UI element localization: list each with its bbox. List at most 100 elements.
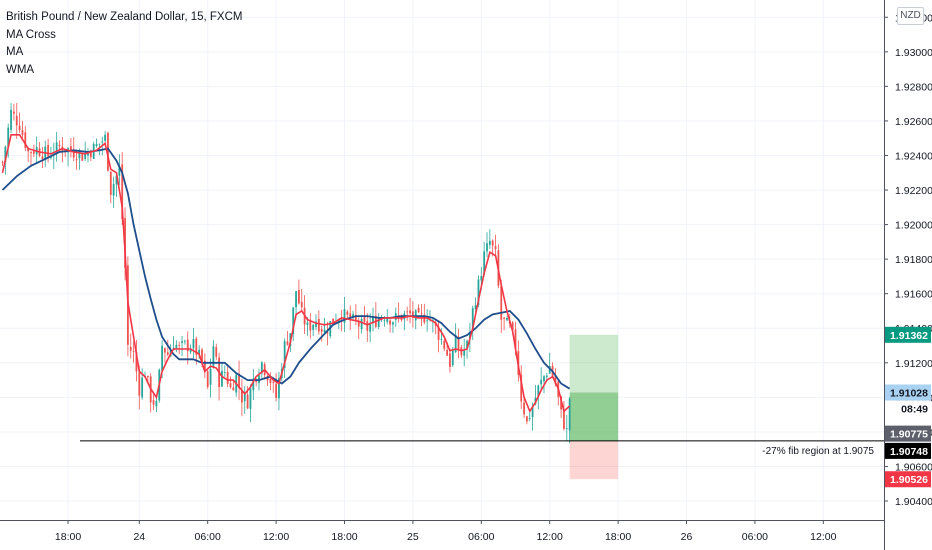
price-badge: 1.91028 bbox=[885, 384, 931, 401]
candle bbox=[300, 289, 303, 311]
candle bbox=[457, 328, 460, 359]
candle bbox=[389, 319, 391, 333]
candle-body bbox=[377, 318, 380, 328]
candle-body bbox=[226, 371, 229, 385]
price-tick-label: 1.91200 bbox=[895, 358, 932, 370]
candle-body bbox=[223, 372, 226, 373]
candle bbox=[312, 323, 315, 336]
candle bbox=[152, 391, 155, 411]
candle-body bbox=[203, 360, 206, 371]
candle-body bbox=[246, 394, 249, 409]
candle bbox=[41, 147, 44, 169]
candle bbox=[275, 373, 277, 402]
time-axis-labels: 18:00 24 06:00 12:00 18:00 25 06:00 12:00 18:00 2… bbox=[55, 520, 837, 543]
time-tick-label: 12:00 bbox=[810, 531, 836, 543]
candle-body bbox=[500, 286, 503, 320]
price-badge-label: 1.90775 bbox=[890, 429, 928, 441]
candle-body bbox=[511, 322, 514, 330]
candle-body bbox=[315, 321, 317, 328]
candle bbox=[488, 229, 491, 249]
candle-body bbox=[32, 151, 35, 154]
candle bbox=[420, 304, 423, 327]
candle-body bbox=[129, 347, 132, 351]
symbol-title[interactable]: British Pound / New Zealand Dollar, 15, … bbox=[6, 11, 243, 23]
stop-zone[interactable] bbox=[569, 440, 619, 480]
candle-body bbox=[206, 371, 209, 387]
price-tick-label: 1.92400 bbox=[895, 150, 932, 162]
candle-body bbox=[283, 341, 286, 368]
candle-body bbox=[70, 146, 72, 151]
candle-body bbox=[104, 134, 106, 141]
price-badge-label: 08:49 bbox=[901, 404, 928, 416]
candle-body bbox=[286, 341, 289, 345]
candle-body bbox=[326, 332, 329, 334]
time-tick-label: 06:00 bbox=[195, 531, 221, 543]
time-tick-label: 25 bbox=[407, 531, 419, 543]
candle-body bbox=[269, 378, 272, 383]
currency-button[interactable]: NZD bbox=[897, 7, 924, 25]
candle-body bbox=[320, 329, 323, 332]
candle-body bbox=[75, 159, 78, 161]
candle-body bbox=[471, 308, 474, 330]
indicator-wma[interactable]: WMA bbox=[6, 63, 35, 76]
candle bbox=[292, 307, 295, 342]
indicator-ma-cross[interactable]: MA Cross bbox=[6, 28, 56, 41]
candle bbox=[323, 317, 326, 334]
candle-body bbox=[366, 320, 369, 331]
candle bbox=[192, 328, 195, 359]
candle-body bbox=[260, 362, 263, 374]
candle-body bbox=[343, 309, 346, 323]
candle-body bbox=[181, 341, 183, 344]
candle bbox=[115, 174, 118, 197]
candle-body bbox=[477, 279, 480, 306]
candle-body bbox=[474, 305, 477, 310]
candle-body bbox=[238, 373, 240, 389]
price-badge: 08:49 bbox=[885, 400, 931, 417]
candle-body bbox=[317, 318, 320, 332]
candle bbox=[269, 372, 272, 391]
candle-body bbox=[135, 352, 138, 372]
candle bbox=[178, 341, 181, 355]
candle-body bbox=[58, 144, 61, 146]
candle-body bbox=[27, 148, 30, 152]
candle bbox=[423, 303, 426, 325]
candle-body bbox=[523, 402, 525, 415]
candle bbox=[223, 365, 226, 377]
candle bbox=[241, 378, 243, 417]
candle-body bbox=[440, 338, 443, 340]
candle bbox=[109, 171, 112, 204]
price-tick-label: 1.92000 bbox=[895, 220, 932, 232]
candle-body bbox=[457, 336, 460, 350]
candle-body bbox=[72, 149, 75, 158]
price-axis-labels: 1.932001.930001.928001.926001.924001.922… bbox=[884, 12, 932, 508]
candle bbox=[81, 152, 84, 161]
candle-body bbox=[514, 329, 517, 349]
candle-body bbox=[469, 331, 471, 339]
candle-body bbox=[166, 352, 169, 355]
candle bbox=[520, 365, 523, 409]
indicator-ma[interactable]: MA bbox=[6, 46, 24, 58]
candle-body bbox=[161, 345, 163, 371]
candle bbox=[309, 313, 312, 339]
candle-body bbox=[175, 344, 178, 350]
price-badge: 1.90748 bbox=[885, 442, 931, 459]
candle bbox=[528, 412, 531, 422]
profit-zone[interactable] bbox=[569, 334, 619, 441]
candle bbox=[184, 339, 186, 345]
candle-body bbox=[369, 324, 372, 332]
candle-body bbox=[292, 307, 295, 335]
price-badge-bg bbox=[885, 400, 931, 417]
candle-body bbox=[554, 375, 557, 384]
price-badge: 1.90526 bbox=[885, 471, 931, 488]
candle-body bbox=[295, 291, 297, 308]
candle-body bbox=[346, 311, 349, 315]
candle bbox=[392, 321, 394, 333]
candle-body bbox=[563, 410, 565, 429]
candle-body bbox=[355, 315, 357, 321]
candle-body bbox=[568, 398, 571, 431]
candle-body bbox=[454, 334, 457, 353]
candle-body bbox=[531, 406, 534, 417]
price-badge: 1.91362 bbox=[885, 326, 931, 343]
